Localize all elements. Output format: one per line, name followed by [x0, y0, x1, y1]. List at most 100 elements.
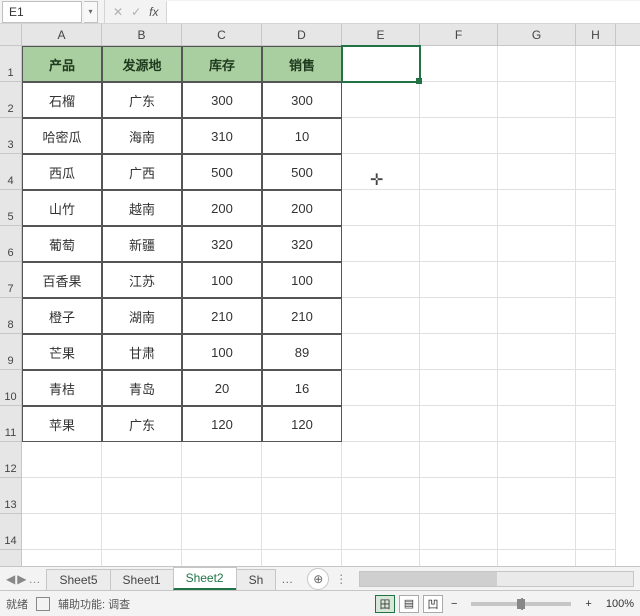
- row-header-4[interactable]: 4: [0, 154, 21, 190]
- cell-G9[interactable]: [498, 334, 576, 370]
- select-all-corner[interactable]: [0, 24, 22, 46]
- cell-D11[interactable]: 120: [262, 406, 342, 442]
- cell-H11[interactable]: [576, 406, 616, 442]
- tab-nav-ellipsis[interactable]: …: [28, 572, 40, 586]
- cell-C9[interactable]: 100: [182, 334, 262, 370]
- cell-B14[interactable]: [102, 514, 182, 550]
- cell-D3[interactable]: 10: [262, 118, 342, 154]
- cell-A6[interactable]: 葡萄: [22, 226, 102, 262]
- row-header-10[interactable]: 10: [0, 370, 21, 406]
- cell-B9[interactable]: 甘肃: [102, 334, 182, 370]
- cell-B15[interactable]: [102, 550, 182, 566]
- cell-F10[interactable]: [420, 370, 498, 406]
- cell-A8[interactable]: 橙子: [22, 298, 102, 334]
- cell-F12[interactable]: [420, 442, 498, 478]
- cell-H15[interactable]: [576, 550, 616, 566]
- cell-D12[interactable]: [262, 442, 342, 478]
- column-header-C[interactable]: C: [182, 24, 262, 45]
- cell-H6[interactable]: [576, 226, 616, 262]
- horizontal-scrollbar[interactable]: [359, 571, 634, 587]
- cell-C1[interactable]: 库存: [182, 46, 262, 82]
- add-sheet-button[interactable]: ⊕: [307, 568, 329, 590]
- cell-C14[interactable]: [182, 514, 262, 550]
- column-header-A[interactable]: A: [22, 24, 102, 45]
- cell-H9[interactable]: [576, 334, 616, 370]
- cell-B4[interactable]: 广西: [102, 154, 182, 190]
- cell-E11[interactable]: [342, 406, 420, 442]
- tab-nav-prev[interactable]: ◀: [6, 572, 15, 586]
- cancel-icon[interactable]: ✕: [113, 5, 123, 19]
- cell-E8[interactable]: [342, 298, 420, 334]
- cell-E12[interactable]: [342, 442, 420, 478]
- cell-D9[interactable]: 89: [262, 334, 342, 370]
- cell-E4[interactable]: [342, 154, 420, 190]
- cell-A2[interactable]: 石榴: [22, 82, 102, 118]
- cell-C5[interactable]: 200: [182, 190, 262, 226]
- tab-scroll-separator[interactable]: ⋮: [329, 572, 353, 586]
- cell-B5[interactable]: 越南: [102, 190, 182, 226]
- view-layout-button[interactable]: ▤: [399, 595, 419, 613]
- sheet-tab-Sh[interactable]: Sh: [236, 569, 277, 590]
- row-header-9[interactable]: 9: [0, 334, 21, 370]
- cell-F6[interactable]: [420, 226, 498, 262]
- cell-D6[interactable]: 320: [262, 226, 342, 262]
- cell-C13[interactable]: [182, 478, 262, 514]
- cell-A5[interactable]: 山竹: [22, 190, 102, 226]
- cell-A12[interactable]: [22, 442, 102, 478]
- cell-F14[interactable]: [420, 514, 498, 550]
- row-header-13[interactable]: 13: [0, 478, 21, 514]
- cell-B10[interactable]: 青岛: [102, 370, 182, 406]
- cell-A9[interactable]: 芒果: [22, 334, 102, 370]
- cell-D14[interactable]: [262, 514, 342, 550]
- cell-G1[interactable]: [498, 46, 576, 82]
- column-header-F[interactable]: F: [420, 24, 498, 45]
- cell-E14[interactable]: [342, 514, 420, 550]
- cell-D13[interactable]: [262, 478, 342, 514]
- row-header-11[interactable]: 11: [0, 406, 21, 442]
- cell-E3[interactable]: [342, 118, 420, 154]
- cell-C6[interactable]: 320: [182, 226, 262, 262]
- cell-C4[interactable]: 500: [182, 154, 262, 190]
- cell-C12[interactable]: [182, 442, 262, 478]
- cell-E10[interactable]: [342, 370, 420, 406]
- view-break-button[interactable]: 凹: [423, 595, 443, 613]
- cell-F3[interactable]: [420, 118, 498, 154]
- cell-H7[interactable]: [576, 262, 616, 298]
- column-header-B[interactable]: B: [102, 24, 182, 45]
- cell-G12[interactable]: [498, 442, 576, 478]
- cell-B2[interactable]: 广东: [102, 82, 182, 118]
- cell-F1[interactable]: [420, 46, 498, 82]
- cell-H2[interactable]: [576, 82, 616, 118]
- cell-D1[interactable]: 销售: [262, 46, 342, 82]
- cell-F15[interactable]: [420, 550, 498, 566]
- tab-trailing-ellipsis[interactable]: …: [275, 572, 299, 586]
- cell-F8[interactable]: [420, 298, 498, 334]
- sheet-tab-Sheet1[interactable]: Sheet1: [110, 569, 174, 590]
- macro-record-icon[interactable]: [36, 597, 50, 611]
- cell-H8[interactable]: [576, 298, 616, 334]
- zoom-out-button[interactable]: −: [447, 598, 461, 610]
- cell-D4[interactable]: 500: [262, 154, 342, 190]
- cell-C3[interactable]: 310: [182, 118, 262, 154]
- enter-icon[interactable]: ✓: [131, 5, 141, 19]
- cell-B6[interactable]: 新疆: [102, 226, 182, 262]
- cells-area[interactable]: 产品发源地库存销售石榴广东300300哈密瓜海南31010西瓜广西500500山…: [22, 46, 640, 566]
- row-header-2[interactable]: 2: [0, 82, 21, 118]
- cell-B1[interactable]: 发源地: [102, 46, 182, 82]
- sheet-tab-Sheet2[interactable]: Sheet2: [173, 567, 237, 590]
- cell-G11[interactable]: [498, 406, 576, 442]
- cell-C8[interactable]: 210: [182, 298, 262, 334]
- cell-A15[interactable]: [22, 550, 102, 566]
- cell-D15[interactable]: [262, 550, 342, 566]
- cell-G2[interactable]: [498, 82, 576, 118]
- cell-F11[interactable]: [420, 406, 498, 442]
- cell-G14[interactable]: [498, 514, 576, 550]
- row-header-12[interactable]: 12: [0, 442, 21, 478]
- cell-C10[interactable]: 20: [182, 370, 262, 406]
- column-header-G[interactable]: G: [498, 24, 576, 45]
- cell-F4[interactable]: [420, 154, 498, 190]
- cell-E6[interactable]: [342, 226, 420, 262]
- cell-F2[interactable]: [420, 82, 498, 118]
- cell-A3[interactable]: 哈密瓜: [22, 118, 102, 154]
- formula-input[interactable]: [166, 1, 640, 23]
